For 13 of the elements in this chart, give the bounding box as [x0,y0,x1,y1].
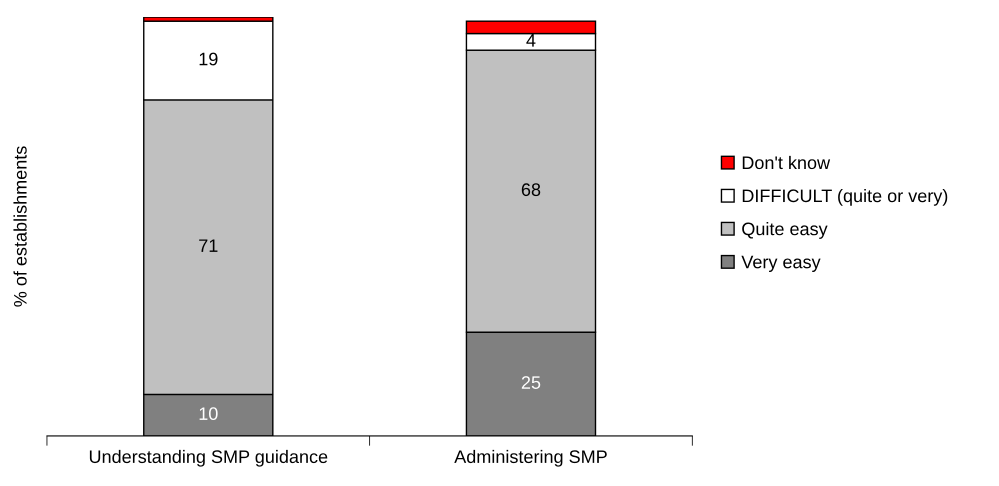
data-label: 4 [526,34,536,47]
legend-label: Very easy [741,256,821,272]
data-label: 71 [199,239,218,252]
legend-label: Quite easy [742,222,828,239]
x-tick-label: Administering SMP [454,450,607,467]
x-tick-label: Understanding SMP guidance [90,450,328,467]
data-label: 25 [522,376,540,389]
legend-label: Don't know [742,156,830,170]
data-label: 68 [522,183,540,196]
legend-label: DIFFICULT (quite or very) [742,188,948,206]
data-label: 10 [200,407,218,420]
data-label: 19 [200,52,218,66]
y-axis-title: % of establishments [13,146,27,307]
